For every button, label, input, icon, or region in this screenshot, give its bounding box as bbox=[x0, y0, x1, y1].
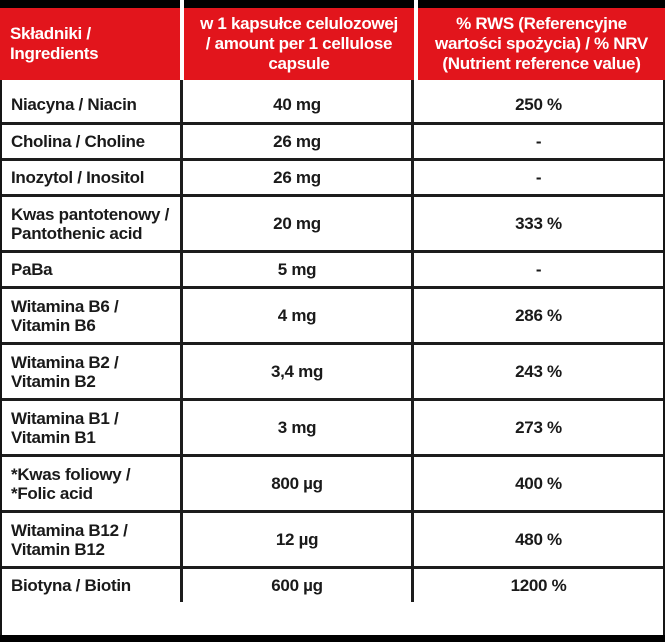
ingredient-name: Cholina / Choline bbox=[11, 132, 145, 151]
ingredient-name: Biotyna / Biotin bbox=[11, 576, 131, 595]
ingredient-name: *Kwas foliowy / *Folic acid bbox=[11, 464, 131, 503]
table-row: Witamina B6 / Vitamin B6 4 mg 286 % bbox=[2, 286, 663, 342]
table-row: Biotyna / Biotin 600 µg 1200 % bbox=[2, 566, 663, 602]
amount-value: 26 mg bbox=[180, 125, 411, 158]
nrv-value: 273 % bbox=[411, 401, 663, 454]
amount-value: 3 mg bbox=[180, 401, 411, 454]
nrv-value: 243 % bbox=[411, 345, 663, 398]
ingredient-name: Witamina B12 / Vitamin B12 bbox=[11, 520, 128, 559]
bottom-black-bar bbox=[0, 635, 665, 642]
ingredient-name: Witamina B1 / Vitamin B1 bbox=[11, 408, 119, 447]
ingredient-name: Inozytol / Inositol bbox=[11, 168, 145, 187]
amount-value: 800 µg bbox=[180, 457, 411, 510]
header-separator bbox=[180, 0, 184, 80]
table-row: PaBa 5 mg - bbox=[2, 250, 663, 286]
table-row: Kwas pantotenowy / Pantothenic acid 20 m… bbox=[2, 194, 663, 250]
amount-value: 12 µg bbox=[180, 513, 411, 566]
nrv-value: - bbox=[411, 253, 663, 286]
amount-value: 5 mg bbox=[180, 253, 411, 286]
gap-cell bbox=[180, 80, 411, 86]
nrv-value: - bbox=[411, 161, 663, 194]
ingredient-name: Witamina B2 / Vitamin B2 bbox=[11, 352, 119, 391]
header-separator bbox=[414, 0, 418, 80]
nrv-value: 333 % bbox=[411, 197, 663, 250]
table-row: Niacyna / Niacin 40 mg 250 % bbox=[2, 86, 663, 122]
table-row: Inozytol / Inositol 26 mg - bbox=[2, 158, 663, 194]
nrv-value: - bbox=[411, 125, 663, 158]
header-amount-per-capsule: w 1 kapsułce celulozowej / amount per 1 … bbox=[184, 0, 414, 80]
amount-value: 4 mg bbox=[180, 289, 411, 342]
table-row: Cholina / Choline 26 mg - bbox=[2, 122, 663, 158]
amount-value: 26 mg bbox=[180, 161, 411, 194]
amount-value: 40 mg bbox=[180, 86, 411, 122]
ingredient-name: Kwas pantotenowy / Pantothenic acid bbox=[11, 204, 170, 243]
ingredient-name: Witamina B6 / Vitamin B6 bbox=[11, 296, 119, 335]
amount-value: 600 µg bbox=[180, 569, 411, 602]
amount-value: 20 mg bbox=[180, 197, 411, 250]
ingredient-name: PaBa bbox=[11, 260, 53, 279]
header-ingredients: Składniki / Ingredients bbox=[0, 0, 180, 80]
header-nrv-percent: % RWS (Referencyjne wartości spożycia) /… bbox=[418, 0, 665, 80]
ingredient-name: Niacyna / Niacin bbox=[11, 94, 137, 114]
table-header-row: Składniki / Ingredients w 1 kapsułce cel… bbox=[0, 0, 665, 80]
nrv-value: 400 % bbox=[411, 457, 663, 510]
table-row: Witamina B1 / Vitamin B1 3 mg 273 % bbox=[2, 398, 663, 454]
nrv-value: 286 % bbox=[411, 289, 663, 342]
nrv-value: 1200 % bbox=[411, 569, 663, 602]
table-row: Witamina B12 / Vitamin B12 12 µg 480 % bbox=[2, 510, 663, 566]
nrv-value: 250 % bbox=[411, 86, 663, 122]
header-body-gap bbox=[2, 80, 663, 86]
table-body: Niacyna / Niacin 40 mg 250 % Cholina / C… bbox=[0, 80, 665, 635]
gap-cell bbox=[411, 80, 663, 86]
table-row: *Kwas foliowy / *Folic acid 800 µg 400 % bbox=[2, 454, 663, 510]
amount-value: 3,4 mg bbox=[180, 345, 411, 398]
table-row: Witamina B2 / Vitamin B2 3,4 mg 243 % bbox=[2, 342, 663, 398]
nrv-value: 480 % bbox=[411, 513, 663, 566]
